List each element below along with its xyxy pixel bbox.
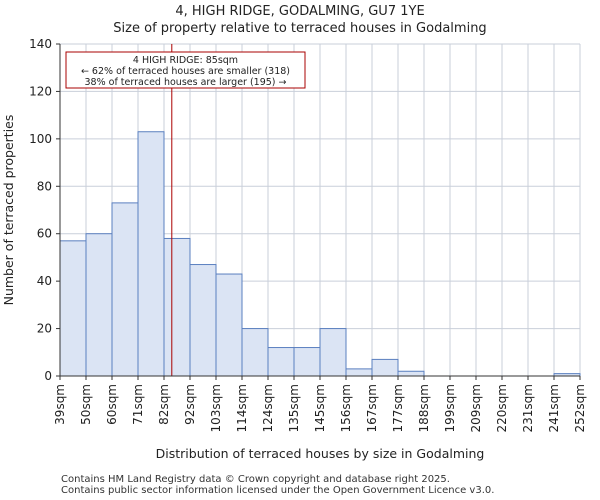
annotation-box <box>65 51 306 89</box>
x-tick-label: 39sqm <box>53 384 67 425</box>
footer-line-2: Contains public sector information licen… <box>61 485 495 496</box>
x-tick-label: 188sqm <box>417 384 431 432</box>
annotation-larger: 38% of terraced houses are larger (195) … <box>85 77 287 88</box>
y-tick-label: 140 <box>29 37 52 51</box>
bar <box>319 328 347 377</box>
footer-line-1: Contains HM Land Registry data © Crown c… <box>61 474 450 485</box>
bar <box>371 358 399 377</box>
x-tick-label: 114sqm <box>235 384 249 432</box>
x-tick-label: 231sqm <box>521 384 535 432</box>
x-tick-label: 156sqm <box>339 384 353 432</box>
x-tick-label: 241sqm <box>547 384 561 432</box>
bar <box>189 264 217 377</box>
y-tick-label: 100 <box>29 132 52 146</box>
histogram-chart: 4 HIGH RIDGE: 85sqm← 62% of terraced hou… <box>1 37 587 461</box>
x-tick-label: 220sqm <box>495 384 509 432</box>
y-axis-title: Number of terraced properties <box>1 115 16 306</box>
x-axis-title: Distribution of terraced houses by size … <box>156 446 485 461</box>
bar <box>241 328 269 377</box>
bar <box>293 347 321 377</box>
x-tick-label: 103sqm <box>209 384 223 432</box>
bar <box>345 368 373 377</box>
x-tick-label: 71sqm <box>131 384 145 425</box>
x-tick-label: 50sqm <box>79 384 93 425</box>
bar <box>267 347 295 377</box>
y-tick-label: 0 <box>44 369 52 383</box>
x-tick-label: 145sqm <box>313 384 327 432</box>
x-tick-label: 199sqm <box>443 384 457 432</box>
bar <box>137 131 165 377</box>
x-tick-label: 124sqm <box>261 384 275 432</box>
chart-title: 4, HIGH RIDGE, GODALMING, GU7 1YE <box>175 4 425 19</box>
x-tick-label: 252sqm <box>573 384 587 432</box>
y-tick-label: 20 <box>37 322 52 336</box>
y-tick-label: 40 <box>37 274 52 288</box>
chart-subtitle: Size of property relative to terraced ho… <box>113 21 487 36</box>
bar <box>85 233 113 377</box>
y-tick-label: 80 <box>37 179 52 193</box>
annotation-title: 4 HIGH RIDGE: 85sqm <box>133 55 238 66</box>
y-tick-label: 120 <box>29 84 52 98</box>
y-tick-label: 60 <box>37 227 52 241</box>
bar <box>215 273 243 377</box>
axes: 0 20 40 60 80 100 120 140 39sqm 50sqm 60sqm 71sqm 82… <box>1 37 587 461</box>
bars <box>59 131 581 377</box>
x-tick-label: 92sqm <box>183 384 197 425</box>
x-tick-label: 167sqm <box>365 384 379 432</box>
bar <box>59 240 87 377</box>
bar <box>111 202 139 377</box>
x-tick-label: 209sqm <box>469 384 483 432</box>
x-tick-label: 60sqm <box>105 384 119 425</box>
bar <box>397 370 425 377</box>
x-tick-label: 135sqm <box>287 384 301 432</box>
x-tick-label: 82sqm <box>157 384 171 425</box>
x-tick-label: 177sqm <box>391 384 405 432</box>
annotation-smaller: ← 62% of terraced houses are smaller (31… <box>81 66 290 77</box>
marker-group: 4 HIGH RIDGE: 85sqm← 62% of terraced hou… <box>65 44 306 376</box>
bar <box>163 237 191 377</box>
